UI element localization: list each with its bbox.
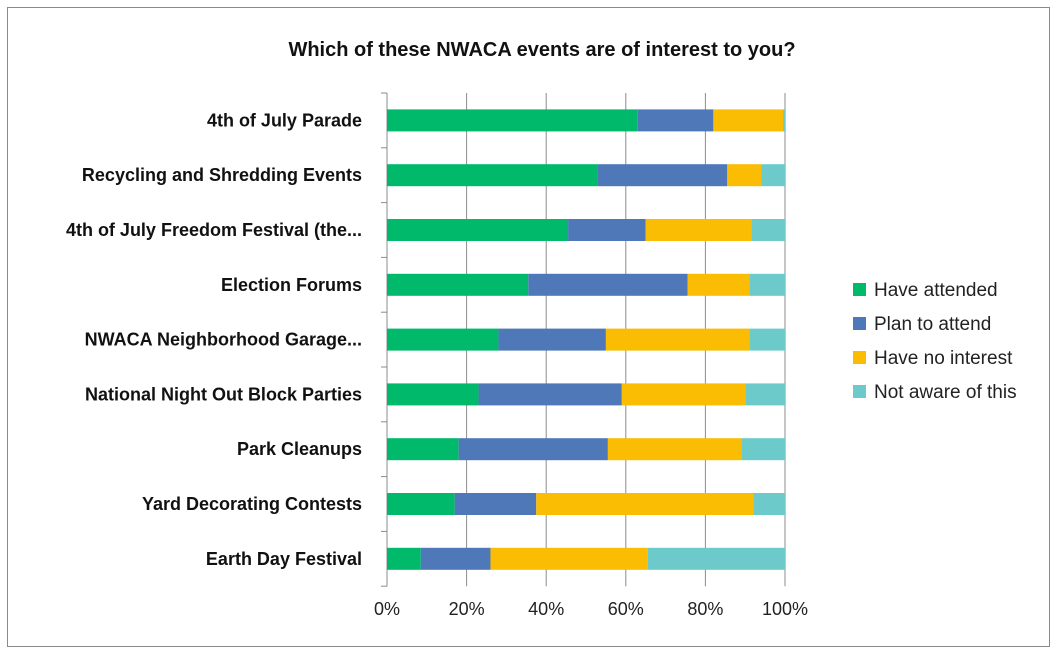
bar-segment-plan-to-attend	[478, 383, 622, 406]
x-tick-label: 100%	[762, 599, 808, 619]
chart-title: Which of these NWACA events are of inter…	[288, 39, 795, 61]
bar-segment-plan-to-attend	[528, 273, 688, 296]
legend: Have attended Plan to attend Have no inter…	[853, 280, 1017, 403]
bar-segment-plan-to-attend	[597, 164, 728, 187]
x-tick-label: 40%	[528, 599, 564, 619]
bars	[387, 109, 785, 570]
bar-segment-plan-to-attend	[498, 328, 606, 351]
category-label: 4th of July Parade	[207, 110, 362, 130]
bar-segment-have-no-interest	[687, 273, 750, 296]
x-tick-label: 80%	[687, 599, 723, 619]
bar-segment-not-aware-of-this	[741, 438, 785, 461]
legend-swatch	[853, 351, 866, 364]
legend-label: Have no interest	[874, 348, 1013, 369]
bar-segment-have-attended	[387, 219, 569, 241]
bar-segment-have-no-interest	[490, 547, 648, 570]
category-label: 4th of July Freedom Festival (the...	[66, 220, 362, 240]
bar-segment-have-no-interest	[621, 383, 746, 406]
legend-swatch	[853, 283, 866, 296]
category-label: National Night Out Block Parties	[85, 384, 362, 404]
legend-label: Have attended	[874, 280, 998, 301]
legend-label: Plan to attend	[874, 314, 991, 335]
bar-segment-have-no-interest	[713, 109, 784, 132]
x-tick-label: 0%	[374, 599, 400, 619]
legend-label: Not aware of this	[874, 382, 1017, 403]
category-label: NWACA Neighborhood Garage...	[85, 330, 362, 350]
bar-segment-plan-to-attend	[454, 493, 537, 515]
bar-segment-have-attended	[387, 438, 459, 461]
bar-segment-not-aware-of-this	[745, 383, 785, 406]
bar-segment-plan-to-attend	[637, 109, 714, 132]
bar-segment-have-no-interest	[727, 164, 762, 187]
bar-segment-not-aware-of-this	[749, 273, 785, 296]
bar-segment-have-attended	[387, 109, 638, 132]
bar-segment-plan-to-attend	[568, 219, 646, 241]
bar-segment-have-no-interest	[536, 493, 754, 515]
x-tick-label: 20%	[449, 599, 485, 619]
legend-swatch	[853, 317, 866, 330]
bar-segment-have-attended	[387, 273, 529, 296]
bar-segment-have-attended	[387, 383, 479, 406]
bar-segment-not-aware-of-this	[647, 547, 785, 570]
bar-segment-have-attended	[387, 328, 499, 351]
bar-segment-have-attended	[387, 164, 598, 187]
legend-swatch	[853, 385, 866, 398]
bar-segment-not-aware-of-this	[749, 328, 785, 351]
category-label: Yard Decorating Contests	[142, 494, 362, 514]
category-label: Earth Day Festival	[206, 549, 362, 569]
bar-segment-plan-to-attend	[420, 547, 491, 570]
bar-segment-not-aware-of-this	[783, 109, 785, 132]
category-label: Park Cleanups	[237, 439, 362, 459]
bar-segment-not-aware-of-this	[761, 164, 785, 187]
x-tick-label: 60%	[608, 599, 644, 619]
category-label: Election Forums	[221, 275, 362, 295]
bar-segment-plan-to-attend	[458, 438, 608, 461]
bar-segment-not-aware-of-this	[753, 493, 785, 515]
x-tick-labels: 0% 20% 40% 60% 80% 100%	[374, 599, 808, 619]
bar-segment-have-no-interest	[605, 328, 750, 351]
category-label: Recycling and Shredding Events	[82, 165, 362, 185]
bar-segment-have-no-interest	[607, 438, 742, 461]
bar-segment-not-aware-of-this	[751, 219, 785, 241]
bar-segment-have-attended	[387, 493, 455, 515]
bar-segment-have-attended	[387, 547, 421, 570]
category-labels: 4th of July Parade Recycling and Shreddin…	[66, 110, 362, 568]
bar-segment-have-no-interest	[645, 219, 752, 241]
